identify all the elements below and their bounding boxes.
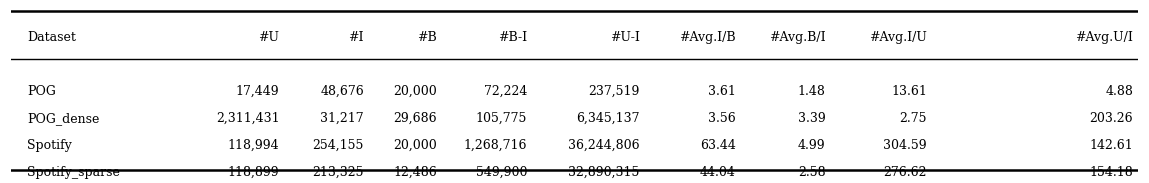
Text: 20,000: 20,000: [393, 85, 437, 98]
Text: 2,311,431: 2,311,431: [216, 112, 279, 125]
Text: Spotify_sparse: Spotify_sparse: [28, 166, 121, 179]
Text: #Avg.U/I: #Avg.U/I: [1075, 31, 1133, 44]
Text: #Avg.I/U: #Avg.I/U: [869, 31, 927, 44]
Text: 6,345,137: 6,345,137: [577, 112, 640, 125]
Text: 1,268,716: 1,268,716: [464, 139, 527, 152]
Text: 3.39: 3.39: [797, 112, 826, 125]
Text: 48,676: 48,676: [321, 85, 364, 98]
Text: 3.56: 3.56: [708, 112, 735, 125]
Text: Spotify: Spotify: [28, 139, 72, 152]
Text: #Avg.I/B: #Avg.I/B: [679, 31, 735, 44]
Text: 4.99: 4.99: [797, 139, 826, 152]
Text: 213,325: 213,325: [313, 166, 364, 179]
Text: 154.18: 154.18: [1089, 166, 1133, 179]
Text: POG: POG: [28, 85, 56, 98]
Text: 254,155: 254,155: [313, 139, 364, 152]
Text: 2.58: 2.58: [797, 166, 826, 179]
Text: 36,244,806: 36,244,806: [569, 139, 640, 152]
Text: 13.61: 13.61: [892, 85, 927, 98]
Text: #U-I: #U-I: [610, 31, 640, 44]
Text: #B: #B: [417, 31, 437, 44]
Text: 118,899: 118,899: [228, 166, 279, 179]
Text: 3.61: 3.61: [708, 85, 735, 98]
Text: #B-I: #B-I: [498, 31, 527, 44]
Text: #U: #U: [259, 31, 279, 44]
Text: #I: #I: [348, 31, 364, 44]
Text: 12,486: 12,486: [393, 166, 437, 179]
Text: 203.26: 203.26: [1089, 112, 1133, 125]
Text: 2.75: 2.75: [900, 112, 927, 125]
Text: POG_dense: POG_dense: [28, 112, 100, 125]
Text: 17,449: 17,449: [236, 85, 279, 98]
Text: 142.61: 142.61: [1089, 139, 1133, 152]
Text: 63.44: 63.44: [700, 139, 735, 152]
Text: 72,224: 72,224: [484, 85, 527, 98]
Text: 1.48: 1.48: [797, 85, 826, 98]
Text: 105,775: 105,775: [476, 112, 527, 125]
Text: 276.62: 276.62: [884, 166, 927, 179]
Text: 31,217: 31,217: [321, 112, 364, 125]
Text: 44.04: 44.04: [700, 166, 735, 179]
Text: 4.88: 4.88: [1105, 85, 1133, 98]
Text: 29,686: 29,686: [393, 112, 437, 125]
Text: 304.59: 304.59: [884, 139, 927, 152]
Text: #Avg.B/I: #Avg.B/I: [769, 31, 826, 44]
Text: 549,900: 549,900: [476, 166, 527, 179]
Text: 20,000: 20,000: [393, 139, 437, 152]
Text: Dataset: Dataset: [28, 31, 76, 44]
Text: 237,519: 237,519: [588, 85, 640, 98]
Text: 32,890,315: 32,890,315: [569, 166, 640, 179]
Text: 118,994: 118,994: [228, 139, 279, 152]
